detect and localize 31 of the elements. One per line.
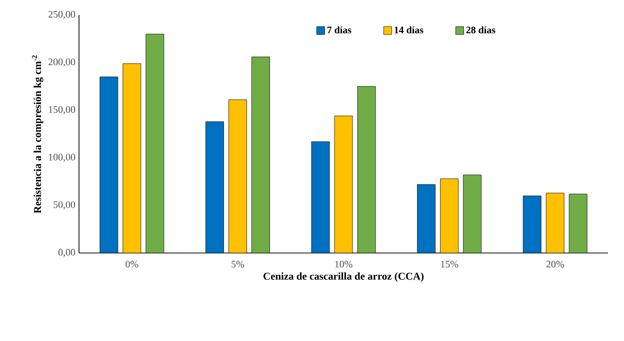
bar <box>122 63 142 253</box>
bar <box>463 174 482 253</box>
legend-label: 14 días <box>394 26 424 34</box>
bar <box>334 116 353 253</box>
bar <box>357 86 376 253</box>
bar <box>311 141 330 253</box>
y-axis-title: Resistencia a la compresión kg cm$^{-2}$ <box>32 55 44 214</box>
x-tick-label: 15% <box>441 260 458 268</box>
y-tick-label: 250,00 <box>48 10 76 20</box>
bar <box>568 194 588 253</box>
x-tick-label: 10% <box>335 260 352 268</box>
bar <box>252 56 270 253</box>
y-tick-label: 150,00 <box>48 106 76 114</box>
bar <box>546 192 564 253</box>
bar <box>440 178 459 253</box>
x-tick-label: 0% <box>126 260 138 268</box>
legend-label: 28 días <box>466 26 496 34</box>
bar <box>100 76 118 253</box>
x-tick-label: 20% <box>546 260 564 268</box>
bar <box>206 121 224 253</box>
x-tick-label: 5% <box>232 260 244 268</box>
y-tick-label: 100,00 <box>48 154 76 162</box>
bar <box>228 100 247 253</box>
x-axis-title: Ceniza de cascarilla de arroz (CCA) <box>264 272 424 282</box>
bar <box>522 196 542 253</box>
legend-label: 7 días <box>327 26 352 34</box>
bar <box>146 34 164 253</box>
bar <box>417 184 436 253</box>
y-tick-label: 200,00 <box>48 58 76 67</box>
y-tick-label: 0,00 <box>58 248 76 258</box>
y-tick-label: 50,00 <box>54 201 76 210</box>
